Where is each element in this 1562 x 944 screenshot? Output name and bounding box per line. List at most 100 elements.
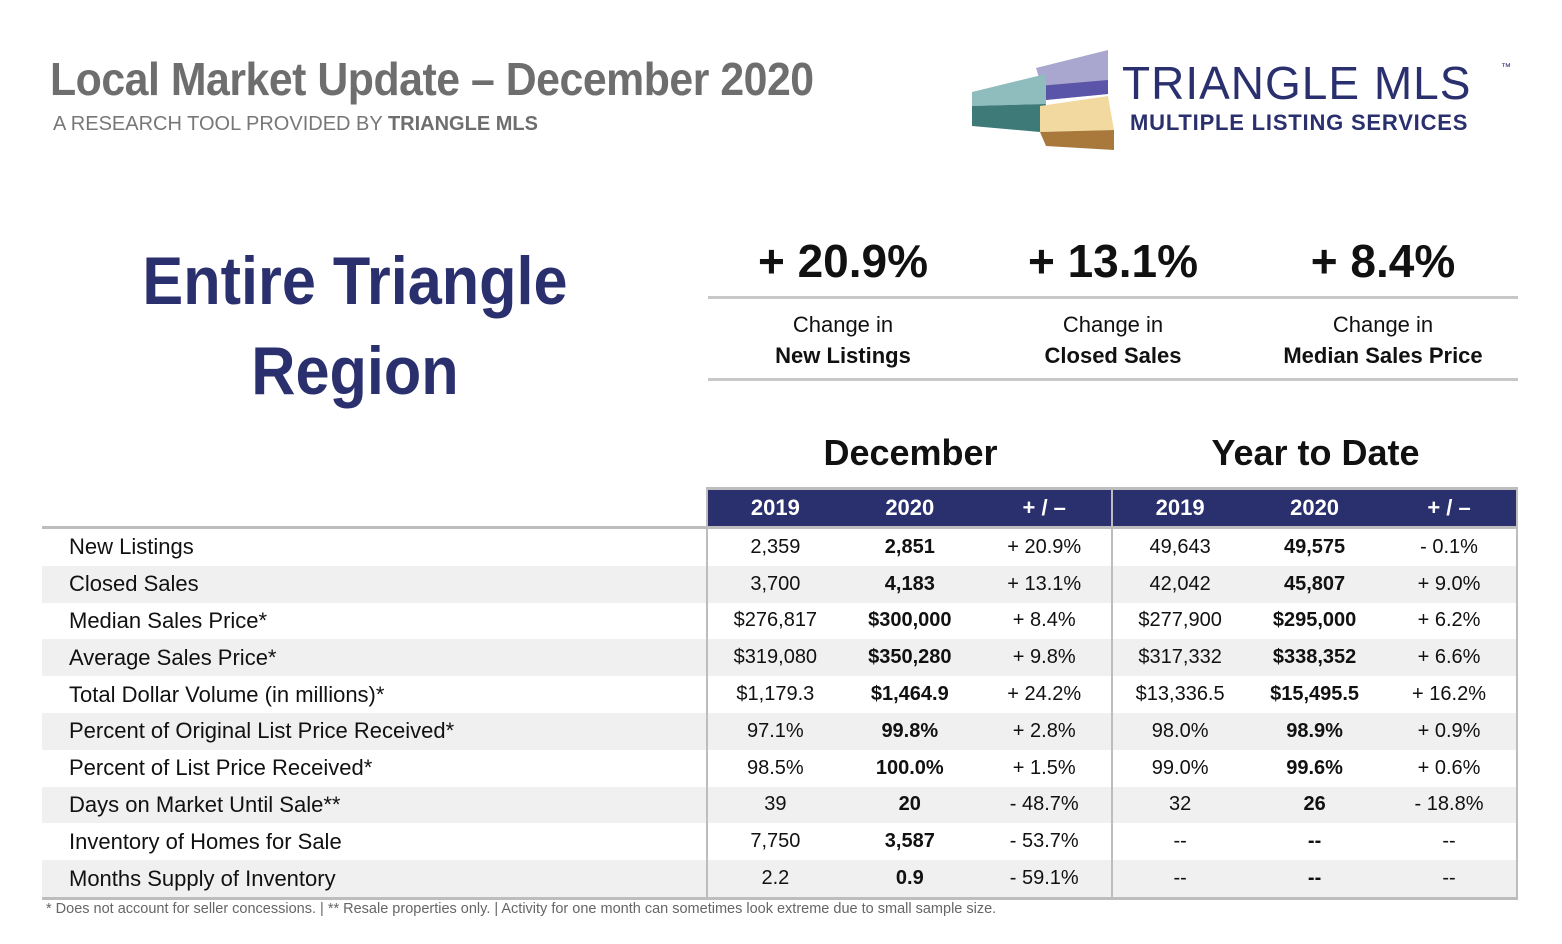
table-cell: -- bbox=[1247, 860, 1383, 900]
table-cell: 20 bbox=[842, 786, 978, 824]
table-cell: + 6.6% bbox=[1382, 639, 1518, 677]
row-label: Average Sales Price* bbox=[42, 639, 709, 677]
table-cell: $319,080 bbox=[707, 639, 843, 677]
subtitle-brand: TRIANGLE MLS bbox=[387, 113, 538, 135]
table-cell: + 24.2% bbox=[977, 676, 1114, 713]
row-label: Total Dollar Volume (in millions)* bbox=[42, 676, 709, 713]
table-cell: + 2.8% bbox=[977, 712, 1114, 750]
table-cell: + 8.4% bbox=[977, 602, 1114, 640]
row-label: Percent of Original List Price Received* bbox=[42, 712, 709, 750]
table-cell: $15,495.5 bbox=[1270, 683, 1360, 706]
table-row: Average Sales Price* $319,080 $350,280 + 9.… bbox=[42, 639, 1518, 677]
column-header: 2020 bbox=[1247, 487, 1383, 529]
kpi-closed-sales: + 13.1% bbox=[978, 226, 1248, 296]
page-title: Local Market Update – December 2020 bbox=[50, 53, 814, 105]
table-header-row: 2019 2020 + / – 2019 2020 + / – bbox=[42, 487, 1518, 529]
table-cell: 45,807 bbox=[1247, 565, 1383, 603]
kpi-label: Change in bbox=[1062, 312, 1164, 337]
footnote: * Does not account for seller concession… bbox=[46, 901, 997, 917]
table-cell: 97.1% bbox=[707, 712, 843, 750]
table-cell: + 9.8% bbox=[977, 639, 1114, 677]
table-row: Percent of List Price Received* 98.5% 100.… bbox=[42, 749, 1518, 787]
table-cell: 2,359 bbox=[750, 535, 801, 558]
table-row: Months Supply of Inventory 2.2 0.9- 59.1% -… bbox=[42, 860, 1518, 900]
table-cell: + 0.6% bbox=[1382, 749, 1518, 787]
logo-trademark: ™ bbox=[1501, 62, 1511, 73]
column-header: + / – bbox=[977, 487, 1114, 529]
table-cell: 2,851 bbox=[884, 535, 935, 558]
table-cell: 7,750 bbox=[750, 830, 801, 853]
table-cell: -- bbox=[1382, 860, 1518, 900]
table-cell: + 20.9% bbox=[977, 527, 1114, 566]
table-cell: 99.8% bbox=[842, 712, 978, 750]
table-cell: 49,643 bbox=[1149, 535, 1211, 558]
table-cell: 32 bbox=[1112, 786, 1248, 824]
kpi-new-listings: + 20.9% bbox=[708, 226, 978, 296]
kpi-label-metric: New Listings bbox=[775, 343, 911, 368]
kpi-median-price: + 8.4% bbox=[1248, 226, 1518, 296]
section-heading-month: December bbox=[823, 432, 998, 473]
kpi-value: + 13.1% bbox=[1027, 235, 1199, 287]
region-title-line1: Entire Triangle bbox=[142, 243, 568, 319]
table-row: Percent of Original List Price Received*… bbox=[42, 712, 1518, 750]
kpi-divider bbox=[708, 296, 1518, 299]
table-cell: $317,332 bbox=[1112, 639, 1248, 677]
table-cell: - 0.1% bbox=[1382, 527, 1518, 566]
section-heading-ytd: Year to Date bbox=[1211, 432, 1420, 473]
table-cell: 49,575 bbox=[1283, 535, 1346, 558]
row-label: New Listings bbox=[42, 527, 709, 566]
table-cell: $1,464.9 bbox=[870, 683, 949, 706]
table-cell: 98.9% bbox=[1247, 712, 1383, 750]
column-header: 2020 bbox=[842, 487, 978, 529]
table-cell: 99.0% bbox=[1151, 756, 1209, 779]
table-row: Days on Market Until Sale** 39 20- 48.7% 32… bbox=[42, 786, 1518, 824]
kpi-divider bbox=[708, 378, 1518, 381]
table-cell: + 6.2% bbox=[1382, 602, 1518, 640]
table-cell: $1,179.3 bbox=[736, 683, 815, 706]
logo-tagline: MULTIPLE LISTING SERVICES bbox=[1130, 110, 1469, 135]
table-row: Closed Sales 3,700 4,183 + 13.1% 42,042 45,80… bbox=[42, 565, 1518, 603]
market-stats-table: 2019 2020 + / – 2019 2020 + / – New List… bbox=[42, 487, 1518, 900]
row-label: Days on Market Until Sale** bbox=[42, 786, 709, 824]
table-header-blank bbox=[42, 488, 708, 529]
table-row: Median Sales Price* $276,817 $300,000 + 8.4… bbox=[42, 602, 1518, 640]
kpi-value: + 20.9% bbox=[757, 235, 929, 287]
column-header: 2019 bbox=[1112, 487, 1248, 529]
kpi-label-metric: Closed Sales bbox=[1044, 343, 1182, 368]
kpi-value: + 8.4% bbox=[1310, 235, 1456, 287]
table-cell: $350,280 bbox=[842, 639, 978, 677]
table-cell: + 16.2% bbox=[1382, 676, 1518, 713]
table-cell: -- bbox=[1382, 823, 1518, 861]
page-subtitle: A RESEARCH TOOL PROVIDED BY TRIANGLE MLS bbox=[53, 113, 538, 136]
kpi-label: Change in bbox=[1332, 312, 1434, 337]
table-cell: 2.2 bbox=[707, 860, 843, 900]
table-cell: -- bbox=[1307, 830, 1322, 853]
subtitle-prefix: A RESEARCH TOOL PROVIDED BY bbox=[53, 113, 383, 135]
triangle-mls-logo-icon bbox=[972, 50, 1114, 150]
kpi-label: Change in bbox=[792, 312, 894, 337]
column-header: 2019 bbox=[706, 487, 843, 529]
row-label: Percent of List Price Received* bbox=[42, 749, 709, 787]
table-cell: $276,817 bbox=[733, 609, 818, 632]
row-label: Median Sales Price* bbox=[42, 602, 709, 640]
table-cell: - 59.1% bbox=[977, 860, 1114, 900]
table-cell: 0.9 bbox=[842, 860, 978, 900]
table-row: Inventory of Homes for Sale 7,750 3,587 - 5… bbox=[42, 823, 1518, 861]
table-cell: 99.6% bbox=[1286, 756, 1343, 779]
table-cell: $338,352 bbox=[1247, 639, 1383, 677]
table-cell: 42,042 bbox=[1112, 565, 1248, 603]
table-cell: 98.0% bbox=[1112, 712, 1248, 750]
kpi-label-metric: Median Sales Price bbox=[1283, 343, 1483, 368]
table-cell: -- bbox=[1112, 860, 1248, 900]
table-cell: 26 bbox=[1247, 786, 1383, 824]
table-cell: 3,700 bbox=[707, 565, 843, 603]
column-header: + / – bbox=[1382, 487, 1518, 529]
kpi-summary: + 20.9% + 13.1% + 8.4% Change in New Lis… bbox=[708, 226, 1518, 381]
table-cell: 39 bbox=[707, 786, 843, 824]
table-row: New Listings 2,359 2,851 + 20.9% 49,643 49,57… bbox=[42, 527, 1518, 566]
table-cell: 100.0% bbox=[875, 756, 944, 779]
table-cell: $300,000 bbox=[868, 609, 952, 632]
table-cell: + 0.9% bbox=[1382, 712, 1518, 750]
table-cell: 98.5% bbox=[747, 756, 804, 779]
table-cell: + 1.5% bbox=[977, 749, 1114, 787]
